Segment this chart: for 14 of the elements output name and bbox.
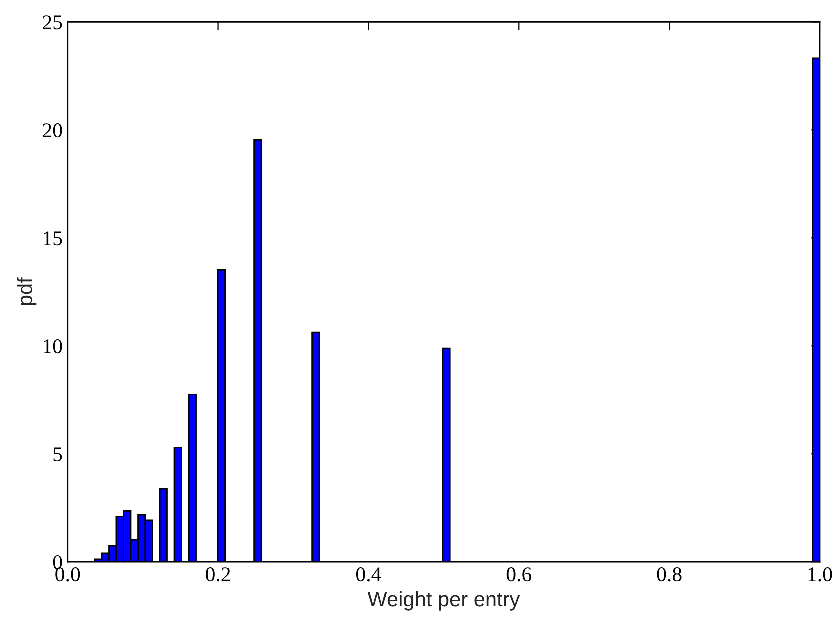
x-tick-label: 0.0 — [56, 568, 80, 582]
x-tick-label: 0.4 — [356, 568, 382, 582]
y-tick-label: 5 — [54, 448, 62, 462]
y-tick-label: 10 — [44, 340, 62, 354]
x-tick-label: 0.6 — [506, 568, 532, 582]
x-tick-label: 0.2 — [206, 568, 230, 582]
y-tick-label: 0 — [53, 555, 62, 570]
x-axis-title: Weight per entry — [368, 591, 520, 611]
x-tick-label: 1.0 — [808, 568, 832, 582]
y-axis-title: pdf — [17, 278, 37, 306]
x-tick-label: 0.8 — [657, 568, 682, 582]
y-tick-label: 15 — [44, 232, 62, 246]
y-tick-label: 25 — [43, 16, 62, 30]
y-tick-label: 20 — [43, 124, 62, 138]
